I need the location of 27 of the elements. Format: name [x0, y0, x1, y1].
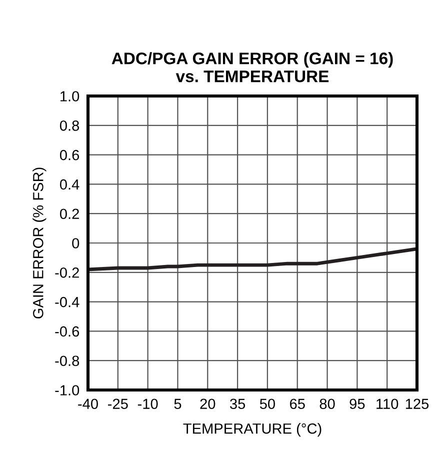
- y-tick-label: -0.2: [55, 268, 79, 278]
- x-tick-label: -25: [108, 398, 128, 410]
- x-tick-label: 50: [260, 398, 275, 410]
- x-tick-label: 65: [290, 398, 305, 410]
- x-tick-label: -40: [78, 398, 98, 410]
- y-tick-label: 0.6: [60, 150, 80, 160]
- x-tick-label: 20: [200, 398, 216, 410]
- line-series: [88, 247, 417, 272]
- y-tick-label: 0: [72, 238, 80, 248]
- x-axis-title: TEMPERATURE (°C): [183, 423, 322, 437]
- y-tick-label: 0.8: [60, 120, 80, 131]
- chart-title: ADC/PGA GAIN ERROR (GAIN = 16) vs. TEMPERATURE: [112, 52, 393, 82]
- y-tick-label: -1.0: [55, 385, 80, 396]
- y-tick-label: -0.8: [55, 356, 80, 366]
- x-tick-label: 95: [350, 398, 365, 410]
- x-tick-label: 110: [376, 398, 398, 410]
- x-tick-label: 5: [174, 398, 182, 410]
- x-tick-label: 35: [230, 398, 246, 410]
- y-axis-title: GAIN ERROR (% FSR): [32, 168, 46, 318]
- y-tick-label: 1.0: [60, 91, 80, 102]
- y-tick-label: -0.4: [55, 296, 80, 308]
- x-tick-label: -10: [138, 398, 158, 410]
- x-tick-label: 80: [320, 398, 335, 410]
- y-tick-label: 0.2: [60, 208, 79, 220]
- x-tick-label: 125: [406, 398, 429, 410]
- y-tick-label: 0.4: [60, 179, 80, 190]
- y-tick-label: -0.6: [55, 326, 80, 337]
